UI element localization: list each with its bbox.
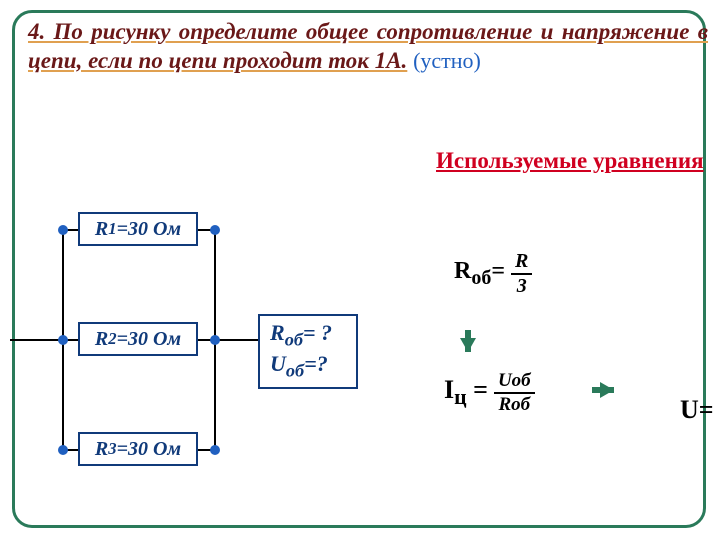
question-line2: Uоб=? bbox=[270, 351, 346, 382]
resistor-box: R1=30 Ом bbox=[78, 212, 198, 246]
resistor-box: R2=30 Ом bbox=[78, 322, 198, 356]
question-line1: Rоб= ? bbox=[270, 320, 346, 351]
problem-text: 4. По рисунку определите общее сопротивл… bbox=[28, 18, 708, 76]
equations-title: Используемые уравнения bbox=[436, 148, 704, 174]
problem-main: 4. По рисунку определите общее сопротивл… bbox=[28, 19, 708, 73]
arrow-right-icon bbox=[600, 382, 614, 398]
question-box: Rоб= ? Uоб=? bbox=[258, 314, 358, 389]
problem-oral: (устно) bbox=[413, 48, 481, 73]
result-u: U= bbox=[680, 395, 714, 425]
fraction-icon: R 3 bbox=[511, 250, 532, 298]
formula-current: Iц = Uоб Rоб bbox=[444, 370, 535, 416]
fraction-icon: Uоб Rоб bbox=[494, 370, 535, 416]
formula-r-total: Rоб= R 3 bbox=[454, 250, 532, 298]
resistor-box: R3=30 Ом bbox=[78, 432, 198, 466]
arrow-down-icon bbox=[460, 338, 476, 352]
